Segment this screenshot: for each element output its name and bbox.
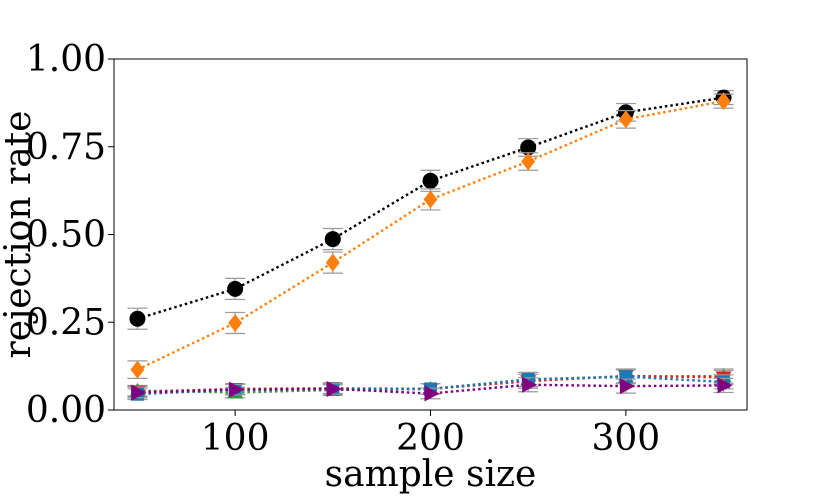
y-axis-label: rejection rate (0, 111, 39, 359)
y-tick-label: 0.00 (26, 390, 106, 431)
x-axis-label: sample size (325, 454, 537, 495)
data-point (325, 253, 340, 272)
y-tick-label: 1.00 (26, 39, 106, 80)
data-point (229, 381, 245, 398)
x-tick-label: 100 (201, 418, 270, 459)
x-axis: 100 200 300 (201, 410, 660, 459)
y-tick-label: 0.25 (26, 302, 106, 343)
data-point (130, 360, 145, 379)
data-point (422, 172, 439, 189)
data-point (716, 92, 731, 111)
data-point (227, 280, 244, 297)
plot-frame (113, 58, 748, 411)
data-point (717, 377, 733, 394)
data-point (326, 380, 342, 397)
x-tick-label: 200 (396, 418, 465, 459)
data-point (423, 190, 438, 209)
data-point (619, 378, 635, 395)
data-point (324, 231, 341, 248)
series-6 (127, 376, 734, 402)
data-point (520, 139, 537, 156)
series-2 (127, 92, 734, 380)
data-point (228, 313, 243, 332)
data-point (522, 376, 538, 393)
series-layer (127, 89, 734, 402)
data-point (521, 152, 536, 171)
data-point (424, 385, 440, 402)
y-tick-label: 0.75 (26, 127, 106, 168)
data-point (129, 310, 146, 327)
y-tick-label: 0.50 (26, 215, 106, 256)
series-line (136, 99, 724, 371)
data-point (131, 384, 147, 401)
y-axis: 0.00 0.25 0.50 0.75 1.00 (26, 39, 114, 431)
series-1 (127, 89, 734, 330)
x-tick-label: 300 (592, 418, 661, 459)
data-point (618, 110, 633, 129)
